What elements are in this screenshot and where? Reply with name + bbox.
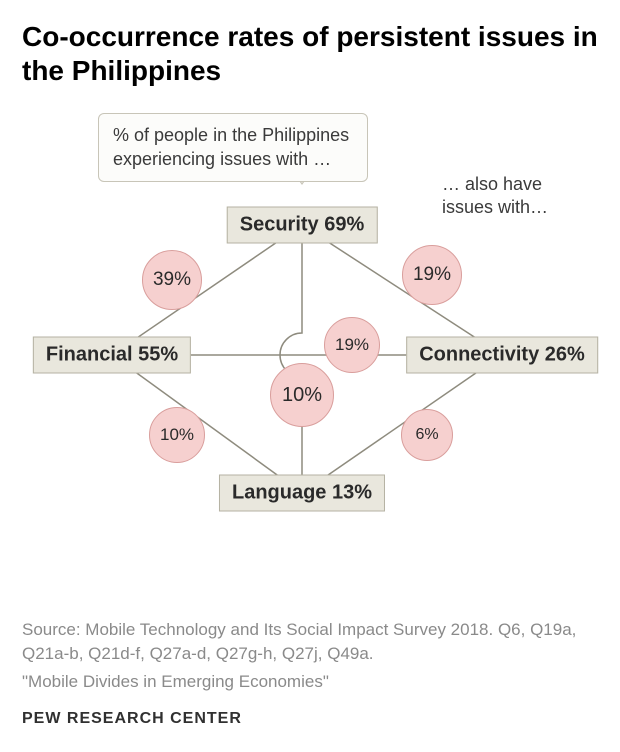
node-connectivity: Connectivity 26% <box>406 337 598 374</box>
node-label: Language 13% <box>232 482 372 504</box>
node-label: Financial 55% <box>46 344 178 366</box>
side-annotation: … also have issues with… <box>442 173 592 218</box>
edge-bubble-connectivity-language: 6% <box>401 409 453 461</box>
edge-bubble-financial-language: 10% <box>149 407 205 463</box>
callout-text: % of people in the Philippines experienc… <box>113 125 349 168</box>
note-text: "Mobile Divides in Emerging Economies" <box>22 672 598 692</box>
edge-bubble-security-connectivity: 19% <box>402 245 462 305</box>
node-financial: Financial 55% <box>33 337 191 374</box>
node-label: Connectivity 26% <box>419 344 585 366</box>
edge-bubble-security-financial: 39% <box>142 250 202 310</box>
side-annotation-text: … also have issues with… <box>442 174 548 217</box>
chart-title: Co-occurrence rates of persistent issues… <box>22 20 598 87</box>
source-text: Source: Mobile Technology and Its Social… <box>22 618 598 666</box>
edge-bubble-financial-connectivity: 19% <box>324 317 380 373</box>
footer: Source: Mobile Technology and Its Social… <box>22 618 598 728</box>
edge-bubble-security-language: 10% <box>270 363 334 427</box>
node-security: Security 69% <box>227 207 378 244</box>
brand-text: PEW RESEARCH CENTER <box>22 710 598 728</box>
diagram: % of people in the Philippines experienc… <box>22 105 598 545</box>
node-label: Security 69% <box>240 214 365 236</box>
node-language: Language 13% <box>219 475 385 512</box>
callout-box: % of people in the Philippines experienc… <box>98 113 368 182</box>
